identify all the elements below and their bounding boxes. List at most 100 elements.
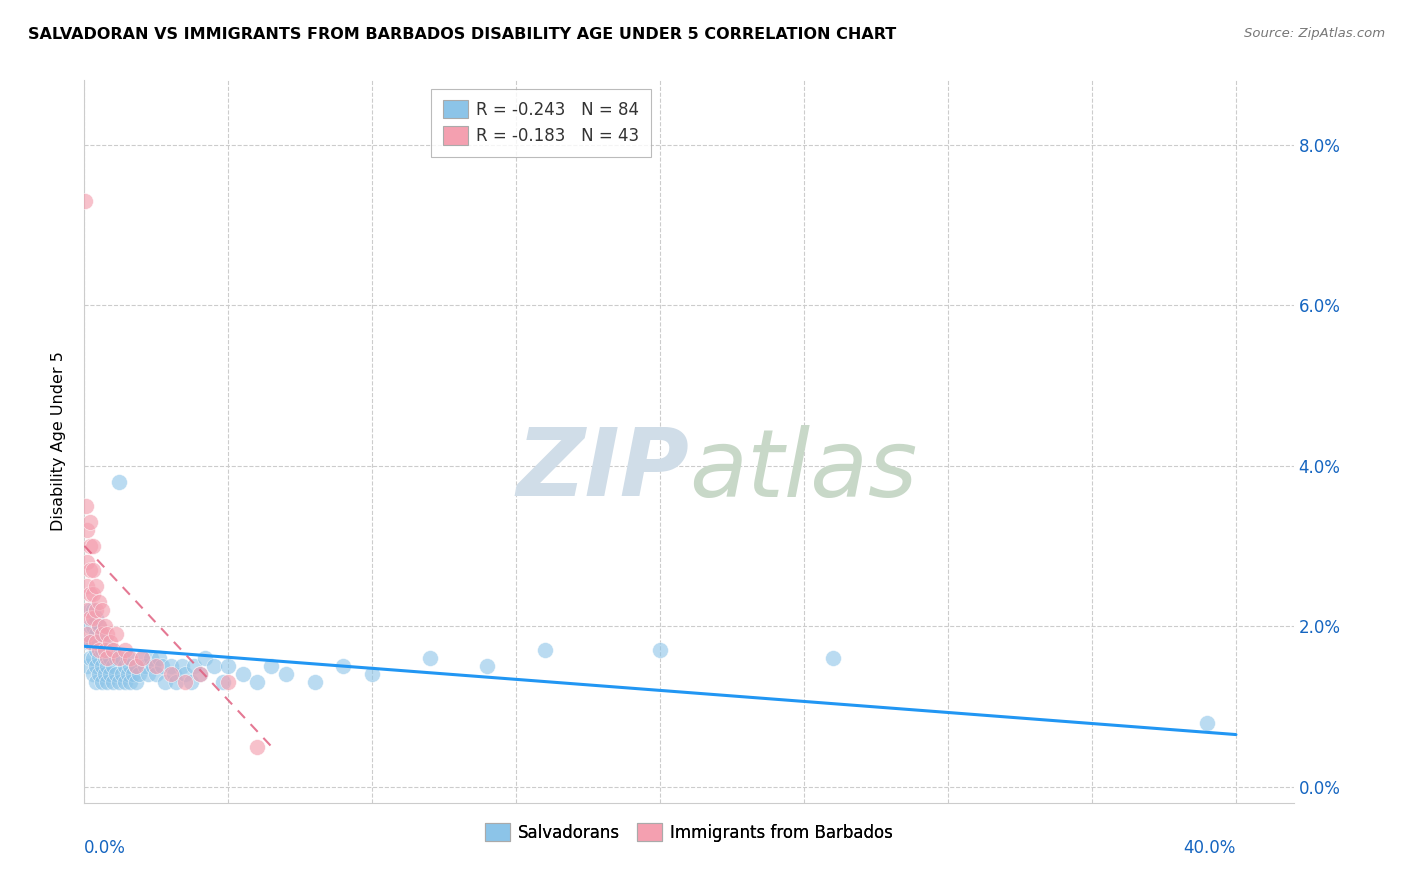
Point	[93, 635, 115, 649]
Y-axis label: Disability Age Under 5: Disability Age Under 5	[51, 351, 66, 532]
Point	[136, 667, 159, 681]
Point	[188, 667, 211, 681]
Point	[139, 651, 162, 665]
Point	[108, 475, 131, 489]
Point	[84, 675, 107, 690]
Text: Source: ZipAtlas.com: Source: ZipAtlas.com	[1244, 27, 1385, 40]
Point	[84, 579, 107, 593]
Point	[150, 659, 173, 673]
Point	[821, 651, 844, 665]
Point	[111, 651, 134, 665]
Point	[87, 643, 110, 657]
Point	[82, 611, 104, 625]
Point	[105, 651, 128, 665]
Point	[105, 667, 128, 681]
Point	[114, 675, 136, 690]
Point	[87, 651, 110, 665]
Point	[93, 643, 115, 657]
Point	[172, 659, 194, 673]
Point	[98, 635, 121, 649]
Point	[162, 667, 184, 681]
Point	[84, 611, 107, 625]
Point	[79, 603, 101, 617]
Point	[145, 667, 167, 681]
Point	[361, 667, 384, 681]
Point	[87, 595, 110, 609]
Point	[134, 659, 156, 673]
Point	[419, 651, 441, 665]
Point	[128, 667, 150, 681]
Point	[90, 627, 112, 641]
Point	[534, 643, 557, 657]
Point	[87, 619, 110, 633]
Point	[159, 659, 181, 673]
Point	[101, 659, 124, 673]
Point	[82, 603, 104, 617]
Point	[75, 499, 97, 513]
Point	[1197, 715, 1219, 730]
Point	[188, 667, 211, 681]
Point	[76, 659, 98, 673]
Point	[90, 603, 112, 617]
Point	[84, 659, 107, 673]
Point	[82, 587, 104, 601]
Point	[120, 675, 142, 690]
Point	[180, 675, 202, 690]
Point	[217, 675, 239, 690]
Point	[76, 555, 98, 569]
Point	[98, 667, 121, 681]
Point	[108, 651, 131, 665]
Point	[93, 619, 115, 633]
Point	[211, 675, 233, 690]
Point	[79, 635, 101, 649]
Point	[79, 515, 101, 529]
Legend: Salvadorans, Immigrants from Barbados: Salvadorans, Immigrants from Barbados	[478, 817, 900, 848]
Point	[76, 579, 98, 593]
Point	[111, 667, 134, 681]
Point	[93, 651, 115, 665]
Point	[117, 667, 139, 681]
Point	[82, 635, 104, 649]
Point	[79, 611, 101, 625]
Point	[145, 659, 167, 673]
Point	[93, 667, 115, 681]
Point	[120, 659, 142, 673]
Text: ZIP: ZIP	[516, 425, 689, 516]
Point	[79, 619, 101, 633]
Point	[153, 675, 176, 690]
Point	[125, 659, 148, 673]
Point	[125, 659, 148, 673]
Point	[183, 659, 205, 673]
Text: SALVADORAN VS IMMIGRANTS FROM BARBADOS DISABILITY AGE UNDER 5 CORRELATION CHART: SALVADORAN VS IMMIGRANTS FROM BARBADOS D…	[28, 27, 897, 42]
Point	[174, 667, 197, 681]
Point	[117, 651, 139, 665]
Point	[90, 675, 112, 690]
Point	[76, 635, 98, 649]
Point	[108, 675, 131, 690]
Point	[79, 587, 101, 601]
Point	[477, 659, 499, 673]
Point	[90, 659, 112, 673]
Point	[142, 659, 165, 673]
Point	[87, 619, 110, 633]
Point	[274, 667, 297, 681]
Text: 40.0%: 40.0%	[1184, 838, 1236, 857]
Point	[84, 627, 107, 641]
Point	[332, 659, 354, 673]
Point	[82, 619, 104, 633]
Point	[148, 651, 170, 665]
Point	[87, 635, 110, 649]
Point	[90, 627, 112, 641]
Point	[194, 651, 217, 665]
Point	[82, 667, 104, 681]
Point	[131, 651, 153, 665]
Point	[304, 675, 326, 690]
Text: 0.0%: 0.0%	[84, 838, 127, 857]
Point	[202, 659, 225, 673]
Point	[96, 651, 118, 665]
Point	[76, 627, 98, 641]
Point	[101, 643, 124, 657]
Point	[79, 651, 101, 665]
Point	[96, 627, 118, 641]
Point	[122, 667, 145, 681]
